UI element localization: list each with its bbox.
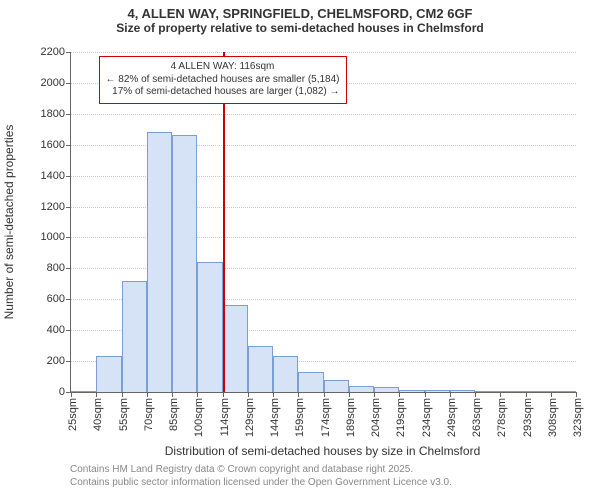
- histogram-bar: [425, 390, 450, 392]
- y-axis-label: Number of semi-detached properties: [2, 125, 16, 320]
- histogram-bar: [96, 356, 121, 392]
- xtick-mark: [273, 392, 274, 397]
- histogram-bar: [475, 391, 500, 392]
- histogram-bar: [122, 281, 147, 392]
- footer-line-1: Contains HM Land Registry data © Crown c…: [70, 464, 452, 477]
- xtick-label: 323sqm: [572, 398, 584, 437]
- histogram-bar: [273, 356, 298, 392]
- histogram-bar: [197, 262, 222, 392]
- chart-title: 4, ALLEN WAY, SPRINGFIELD, CHELMSFORD, C…: [0, 0, 600, 21]
- histogram-bar: [223, 305, 248, 392]
- chart-subtitle: Size of property relative to semi-detach…: [0, 21, 600, 35]
- xtick-label: 189sqm: [345, 398, 357, 437]
- xtick-mark: [298, 392, 299, 397]
- xtick-mark: [96, 392, 97, 397]
- xtick-label: 249sqm: [446, 398, 458, 437]
- footer-line-2: Contains public sector information licen…: [70, 477, 452, 490]
- histogram-bar: [526, 391, 551, 392]
- xtick-label: 100sqm: [193, 398, 205, 437]
- xtick-label: 263sqm: [471, 398, 483, 437]
- xtick-mark: [475, 392, 476, 397]
- ytick-label: 0: [59, 386, 71, 398]
- histogram-bar: [324, 380, 349, 392]
- histogram-bar: [172, 135, 197, 392]
- histogram-bar: [399, 390, 424, 392]
- x-axis-label: Distribution of semi-detached houses by …: [165, 444, 480, 458]
- xtick-mark: [147, 392, 148, 397]
- xtick-label: 144sqm: [269, 398, 281, 437]
- xtick-label: 234sqm: [421, 398, 433, 437]
- histogram-bar: [71, 391, 96, 392]
- xtick-mark: [71, 392, 72, 397]
- ytick-label: 1200: [41, 201, 71, 213]
- xtick-mark: [324, 392, 325, 397]
- xtick-label: 204sqm: [370, 398, 382, 437]
- xtick-mark: [197, 392, 198, 397]
- xtick-mark: [223, 392, 224, 397]
- ytick-label: 1000: [41, 231, 71, 243]
- chart-container: 4, ALLEN WAY, SPRINGFIELD, CHELMSFORD, C…: [0, 0, 600, 500]
- callout-header: 4 ALLEN WAY: 116sqm: [106, 61, 340, 74]
- attribution-footer: Contains HM Land Registry data © Crown c…: [70, 464, 452, 489]
- histogram-bar: [500, 391, 525, 392]
- xtick-mark: [122, 392, 123, 397]
- xtick-mark: [349, 392, 350, 397]
- xtick-label: 174sqm: [320, 398, 332, 437]
- plot-area: 0200400600800100012001400160018002000220…: [70, 52, 576, 393]
- ytick-label: 1800: [41, 108, 71, 120]
- xtick-mark: [172, 392, 173, 397]
- xtick-mark: [425, 392, 426, 397]
- histogram-bar: [298, 372, 323, 392]
- histogram-bar: [349, 386, 374, 392]
- xtick-label: 308sqm: [547, 398, 559, 437]
- xtick-label: 55sqm: [118, 398, 130, 431]
- histogram-bar: [450, 390, 475, 392]
- histogram-bar: [248, 346, 273, 392]
- xtick-label: 25sqm: [67, 398, 79, 431]
- marker-callout: 4 ALLEN WAY: 116sqm← 82% of semi-detache…: [99, 56, 347, 104]
- xtick-mark: [399, 392, 400, 397]
- histogram-bar: [374, 387, 399, 392]
- gridline-h: [71, 52, 576, 53]
- xtick-mark: [576, 392, 577, 397]
- xtick-label: 114sqm: [219, 398, 231, 436]
- ytick-label: 600: [47, 293, 71, 305]
- ytick-label: 200: [47, 355, 71, 367]
- ytick-label: 800: [47, 262, 71, 274]
- callout-larger: 17% of semi-detached houses are larger (…: [106, 86, 340, 99]
- xtick-label: 70sqm: [143, 398, 155, 431]
- ytick-label: 2000: [41, 77, 71, 89]
- xtick-mark: [500, 392, 501, 397]
- histogram-bar: [147, 132, 172, 392]
- xtick-label: 278sqm: [496, 398, 508, 437]
- xtick-label: 129sqm: [244, 398, 256, 437]
- xtick-label: 85sqm: [168, 398, 180, 431]
- ytick-label: 400: [47, 324, 71, 336]
- callout-smaller: ← 82% of semi-detached houses are smalle…: [106, 74, 340, 87]
- xtick-mark: [374, 392, 375, 397]
- xtick-label: 40sqm: [92, 398, 104, 431]
- xtick-label: 293sqm: [522, 398, 534, 437]
- ytick-label: 1400: [41, 170, 71, 182]
- xtick-label: 159sqm: [294, 398, 306, 437]
- xtick-mark: [248, 392, 249, 397]
- ytick-label: 1600: [41, 139, 71, 151]
- xtick-label: 219sqm: [395, 398, 407, 437]
- xtick-mark: [526, 392, 527, 397]
- histogram-bar: [551, 391, 576, 392]
- xtick-mark: [450, 392, 451, 397]
- gridline-h: [71, 114, 576, 115]
- xtick-mark: [551, 392, 552, 397]
- ytick-label: 2200: [41, 46, 71, 58]
